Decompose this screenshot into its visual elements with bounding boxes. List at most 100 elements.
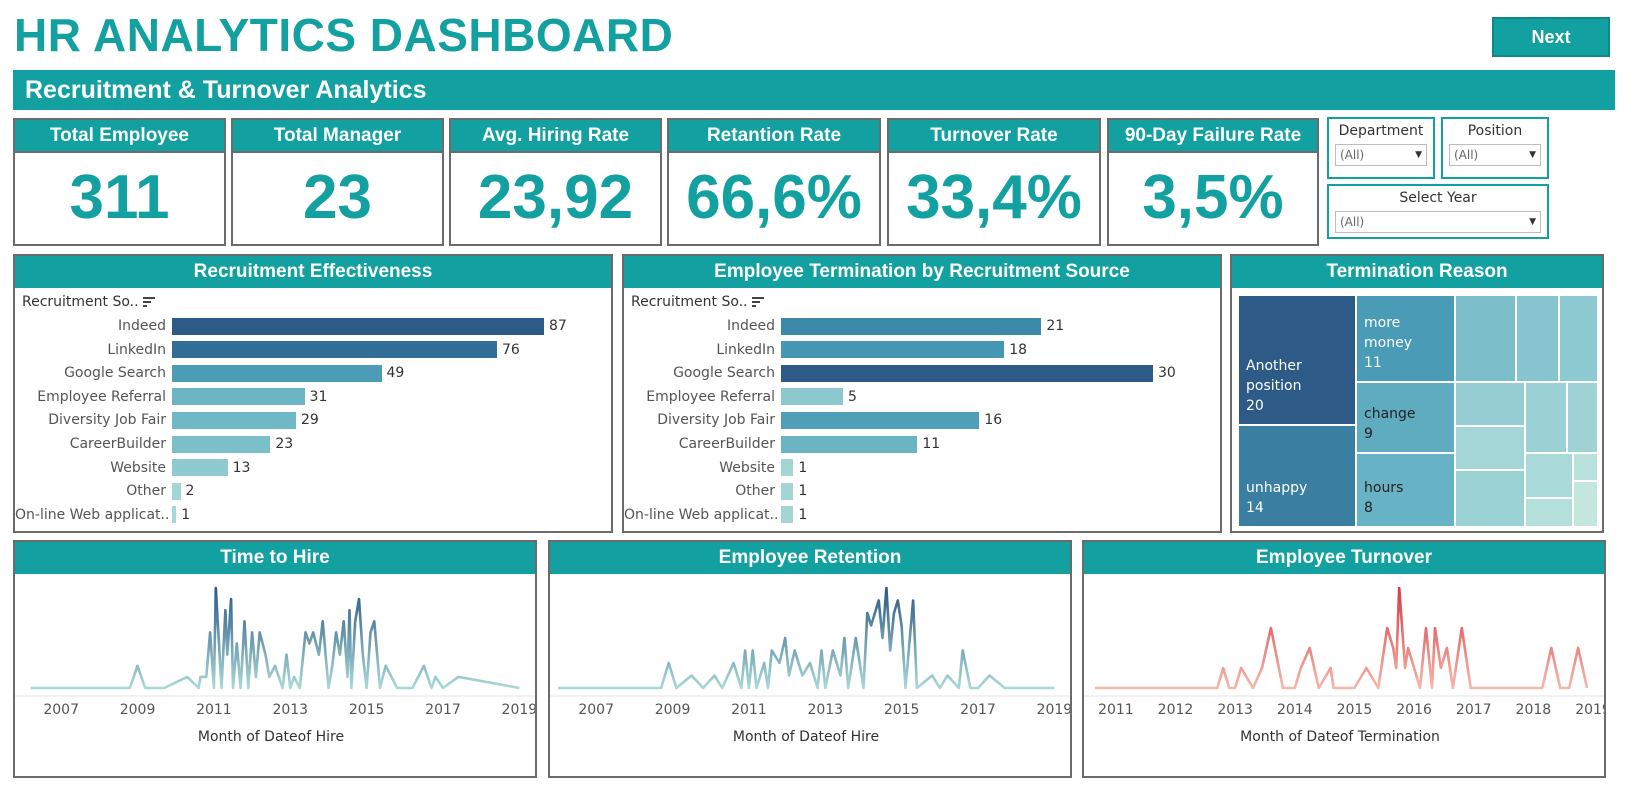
bar-row[interactable]: Diversity Job Fair 16 — [624, 408, 1002, 432]
bar-row[interactable]: Website 13 — [15, 456, 250, 480]
sort-descending-icon[interactable] — [751, 297, 764, 307]
series-line[interactable] — [30, 586, 520, 690]
x-tick-label: 2013 — [1217, 702, 1253, 718]
treemap-cell-hours[interactable]: hours 8 — [1356, 453, 1455, 527]
bar-row[interactable]: Employee Referral 5 — [624, 385, 857, 409]
bar[interactable] — [172, 459, 228, 477]
treemap-value: 20 — [1246, 398, 1264, 414]
bar-category-label: Diversity Job Fair — [48, 412, 166, 429]
bar-row[interactable]: Website 1 — [624, 456, 807, 480]
bar-row[interactable]: LinkedIn 76 — [15, 338, 520, 362]
bar-value-label: 13 — [232, 459, 251, 476]
treemap-cell-another-position[interactable]: Another position 20 — [1238, 295, 1356, 425]
bar-row[interactable]: Indeed 21 — [624, 314, 1064, 338]
bar-category-label: Website — [719, 459, 775, 476]
treemap-cell[interactable] — [1559, 295, 1598, 382]
bar-row[interactable]: On-line Web applicat.. 1 — [624, 503, 807, 527]
panel-title: Recruitment Effectiveness — [15, 256, 611, 288]
bar-category-label: CareerBuilder — [69, 436, 166, 452]
treemap-cell-change[interactable]: change 9 — [1356, 382, 1455, 453]
field-label: Recruitment So.. — [22, 294, 139, 310]
series-line[interactable] — [558, 586, 1055, 690]
employee-turnover-panel: Employee Turnover 2011 2012 2013 2014 2015 20… — [1082, 540, 1606, 778]
treemap-cell[interactable] — [1525, 382, 1567, 453]
bar[interactable] — [781, 341, 1005, 359]
treemap-cell-more-money[interactable]: more money 11 — [1356, 295, 1455, 382]
treemap-cell-unhappy[interactable]: unhappy 14 — [1238, 425, 1356, 527]
bar-category-label: Indeed — [726, 318, 775, 334]
bar-value-label: 1 — [181, 506, 191, 523]
field-header[interactable]: Recruitment So.. — [22, 294, 155, 310]
bar[interactable] — [172, 506, 177, 524]
bar[interactable] — [781, 459, 794, 477]
treemap-cell[interactable] — [1525, 498, 1573, 527]
panel-title: Employee Retention — [550, 542, 1070, 574]
bar-row[interactable]: Other 1 — [624, 479, 807, 503]
bar[interactable] — [172, 482, 181, 500]
series-line[interactable] — [1095, 586, 1589, 690]
treemap-cell[interactable] — [1567, 382, 1598, 453]
bar-row[interactable]: Employee Referral 31 — [15, 385, 327, 409]
bar[interactable] — [172, 364, 382, 382]
year-select[interactable]: (All) ▼ — [1335, 211, 1541, 233]
x-tick-label: 2014 — [1277, 702, 1313, 718]
bar[interactable] — [172, 341, 497, 359]
treemap-cell[interactable] — [1573, 453, 1598, 481]
bar[interactable] — [781, 482, 794, 500]
bar[interactable] — [172, 317, 544, 335]
position-select[interactable]: (All) ▼ — [1449, 144, 1541, 166]
bar-value-label: 21 — [1046, 318, 1065, 334]
employee-turnover-chart: 2011 2012 2013 2014 2015 2016 2017 2018 2019 Mont… — [1084, 586, 1604, 745]
bar-row[interactable]: Diversity Job Fair 29 — [15, 408, 319, 432]
bar[interactable] — [781, 435, 918, 453]
bar[interactable] — [781, 506, 794, 524]
kpi-turnover-rate: Turnover Rate 33,4% — [887, 118, 1101, 246]
bar-row[interactable]: Google Search 49 — [15, 361, 404, 385]
bar-value-label: 49 — [386, 365, 405, 382]
bar-value-label: 1 — [798, 506, 808, 523]
bar[interactable] — [172, 435, 271, 453]
bar-row[interactable]: LinkedIn 18 — [624, 338, 1027, 362]
bar[interactable] — [781, 364, 1153, 382]
treemap-cell[interactable] — [1516, 295, 1559, 382]
bar-row[interactable]: CareerBuilder 23 — [15, 432, 293, 456]
field-header[interactable]: Recruitment So.. — [631, 294, 764, 310]
employee-retention-chart: 2007 2009 2011 2013 2015 2017 2019 Month of Dat… — [550, 586, 1070, 745]
bar-category-label: On-line Web applicat.. — [624, 506, 779, 523]
bar[interactable] — [172, 411, 296, 429]
bar-category-label: Indeed — [117, 318, 166, 334]
bar-row[interactable]: Indeed 87 — [15, 314, 567, 338]
bar[interactable] — [172, 388, 305, 406]
x-tick-label: 2017 — [1456, 702, 1492, 718]
next-button[interactable]: Next — [1492, 17, 1610, 57]
panel-title: Time to Hire — [15, 542, 535, 574]
bar-row[interactable]: Other 2 — [15, 479, 194, 503]
treemap-cell[interactable] — [1455, 295, 1516, 382]
treemap: Another position 20 unhappy 14 more mone… — [1238, 295, 1598, 527]
treemap-label: more money — [1364, 315, 1412, 351]
kpi-value: 3,5% — [1142, 163, 1284, 232]
treemap-cell[interactable] — [1573, 481, 1598, 527]
x-tick-label: 2015 — [884, 702, 920, 718]
treemap-value: 8 — [1364, 500, 1373, 516]
bar-row[interactable]: CareerBuilder 11 — [624, 432, 940, 456]
year-select-value: (All) — [1340, 215, 1365, 229]
bar[interactable] — [781, 317, 1042, 335]
bar-row[interactable]: On-line Web applicat.. 1 — [15, 503, 190, 527]
position-filter: Position (All) ▼ — [1441, 117, 1549, 179]
department-select[interactable]: (All) ▼ — [1335, 144, 1427, 166]
treemap-cell[interactable] — [1455, 382, 1525, 426]
bar-row[interactable]: Google Search 30 — [624, 361, 1176, 385]
kpi-90-day-failure-rate: 90-Day Failure Rate 3,5% — [1107, 118, 1319, 246]
bar-category-label: Google Search — [64, 365, 166, 382]
treemap-cell[interactable] — [1455, 470, 1525, 527]
bar-value-label: 1 — [798, 483, 808, 500]
bar[interactable] — [781, 388, 843, 406]
treemap-cell[interactable] — [1455, 426, 1525, 470]
kpi-value: 33,4% — [906, 163, 1082, 232]
kpi-value: 311 — [69, 163, 170, 232]
treemap-value: 11 — [1364, 355, 1382, 371]
treemap-cell[interactable] — [1525, 453, 1573, 498]
sort-descending-icon[interactable] — [142, 297, 155, 307]
bar[interactable] — [781, 411, 980, 429]
